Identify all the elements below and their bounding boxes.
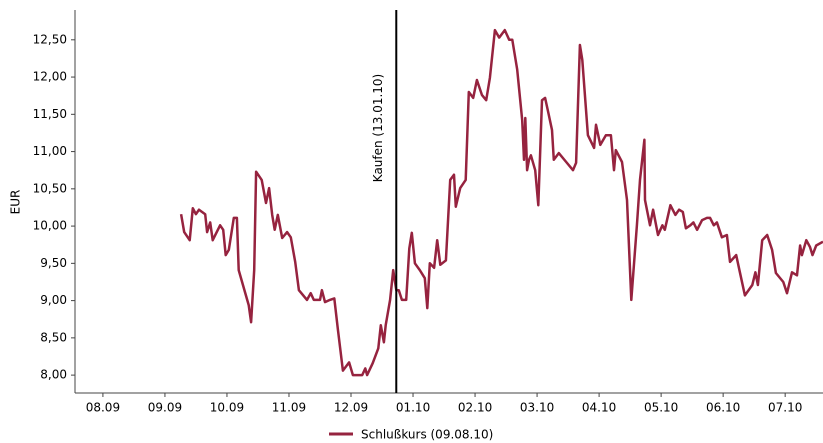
y-tick-label: 11,00 — [33, 144, 67, 158]
y-tick-label: 12,50 — [33, 32, 67, 46]
y-tick-label: 11,50 — [33, 107, 67, 121]
legend-label: Schlußkurs (09.08.10) — [361, 428, 493, 442]
x-tick-label: 04.10 — [582, 401, 616, 415]
x-tick-label: 03.10 — [520, 401, 554, 415]
x-tick-label: 01.10 — [396, 401, 430, 415]
y-tick-label: 10,50 — [33, 181, 67, 195]
y-tick-label: 8,00 — [40, 368, 67, 382]
y-tick-label: 10,00 — [33, 219, 67, 233]
y-tick-label: 9,00 — [40, 293, 67, 307]
y-axis-label: EUR — [9, 190, 23, 215]
x-tick-label: 06.10 — [706, 401, 740, 415]
x-tick-label: 09.09 — [148, 401, 182, 415]
x-tick-label: 07.10 — [768, 401, 802, 415]
x-tick-label: 12.09 — [334, 401, 368, 415]
x-tick-label: 10.09 — [210, 401, 244, 415]
y-tick-label: 9,50 — [40, 256, 67, 270]
y-tick-label: 8,50 — [40, 330, 67, 344]
y-tick-label: 12,00 — [33, 70, 67, 84]
x-tick-label: 05.10 — [644, 401, 678, 415]
annotation-label: Kaufen (13.01.10) — [371, 74, 385, 182]
x-tick-label: 11.09 — [272, 401, 306, 415]
price-line — [179, 28, 823, 377]
x-tick-label: 08.09 — [86, 401, 120, 415]
x-tick-label: 02.10 — [458, 401, 492, 415]
